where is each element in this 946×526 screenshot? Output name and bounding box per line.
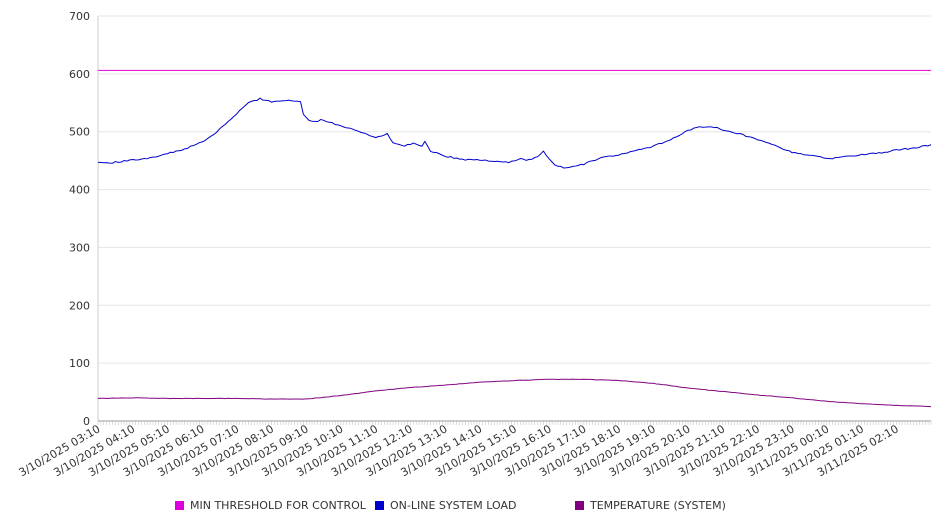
y-tick-label: 0 <box>83 415 90 428</box>
y-tick-label: 600 <box>69 68 90 81</box>
legend-item-temperature[interactable]: TEMPERATURE (SYSTEM) <box>575 497 726 513</box>
y-tick-label: 100 <box>69 357 90 370</box>
y-tick-label: 700 <box>69 10 90 23</box>
legend-label-system-load: ON-LINE SYSTEM LOAD <box>390 498 517 512</box>
chart-legend: MIN THRESHOLD FOR CONTROL ON-LINE SYSTEM… <box>0 497 946 515</box>
legend-swatch-min-threshold <box>175 500 184 510</box>
series-line-temperature-system <box>97 378 932 408</box>
x-tick-labels: 3/10/2025 03:103/10/2025 04:103/10/2025 … <box>17 422 901 479</box>
series-line-on-line-system-load <box>98 97 932 169</box>
series-lines <box>97 69 932 408</box>
legend-swatch-system-load <box>375 500 384 510</box>
legend-label-min-threshold: MIN THRESHOLD FOR CONTROL <box>190 498 366 512</box>
y-tick-label: 400 <box>69 184 90 197</box>
y-tick-label: 300 <box>69 241 90 254</box>
y-tick-label: 500 <box>69 126 90 139</box>
axes <box>97 16 932 425</box>
y-tick-labels: 0 100 200 300 400 500 600 700 <box>69 10 90 428</box>
legend-item-min-threshold[interactable]: MIN THRESHOLD FOR CONTROL <box>175 497 366 513</box>
gridlines <box>98 15 931 364</box>
legend-item-system-load[interactable]: ON-LINE SYSTEM LOAD <box>375 497 516 513</box>
legend-label-temperature: TEMPERATURE (SYSTEM) <box>590 498 726 512</box>
y-tick-label: 200 <box>69 299 90 312</box>
legend-swatch-temperature <box>575 500 584 510</box>
